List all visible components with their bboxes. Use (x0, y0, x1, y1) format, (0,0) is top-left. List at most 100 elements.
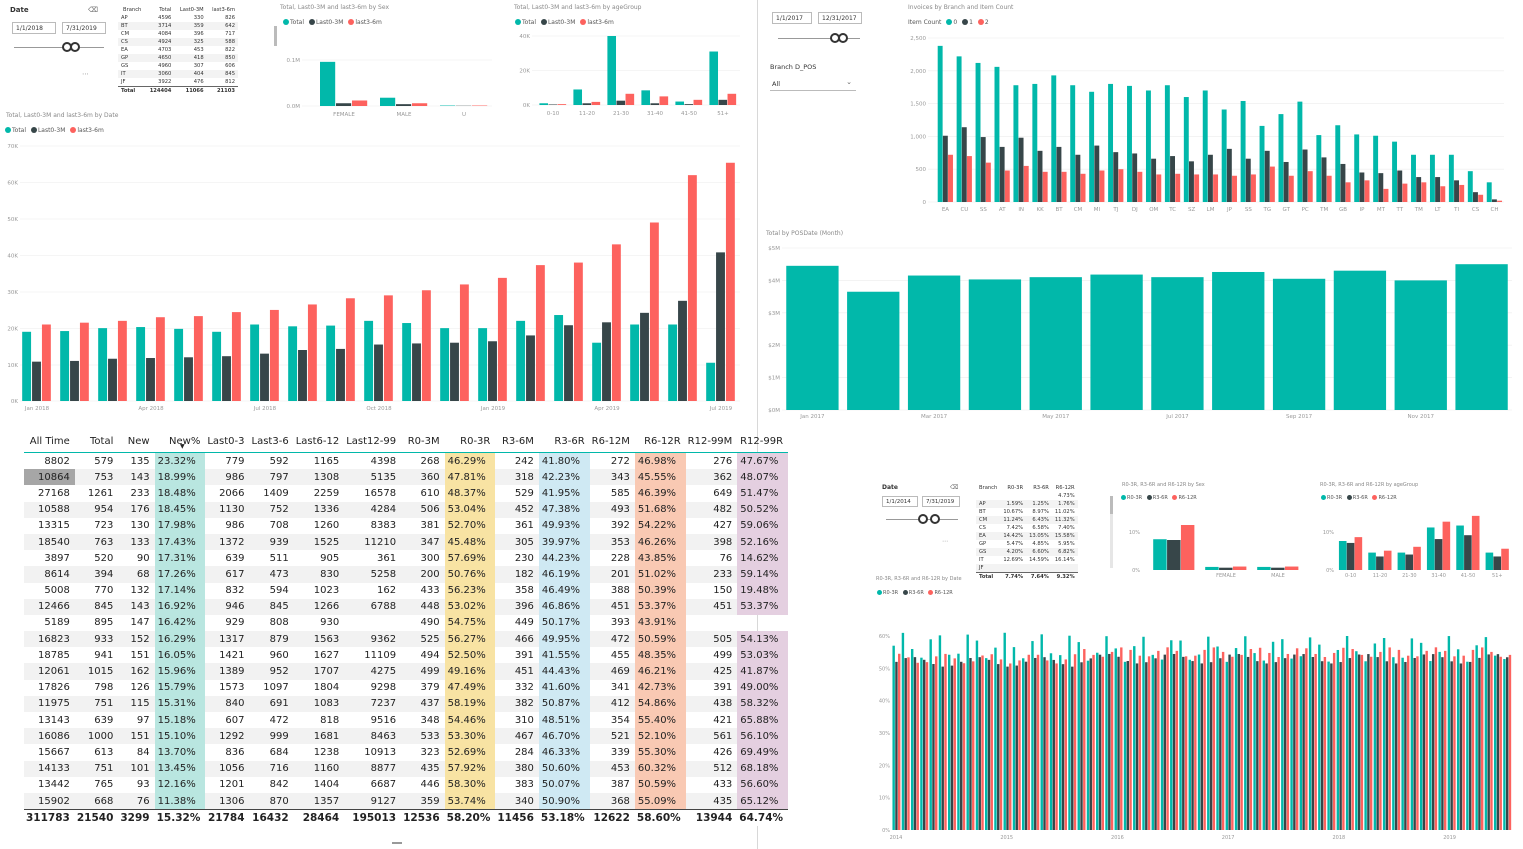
table-row[interactable]: 16086 1000 151 15.10% 1292 999 1681 8463 533 53.3… (24, 728, 789, 745)
column-header[interactable]: Last0-3M (179, 7, 204, 13)
column-header[interactable]: R3-6M (495, 430, 539, 453)
column-header[interactable]: R0-3M (401, 430, 445, 453)
table-row[interactable]: AP 1.59% 1.25% 1.76% (976, 500, 1078, 508)
table-row[interactable]: EA 4703 453 822 (118, 46, 238, 54)
table-row[interactable]: GS 4960 307 606 (118, 62, 238, 70)
column-header[interactable]: New% ▼ (155, 430, 206, 453)
table-row[interactable]: 15667 613 84 13.70% 836 684 1238 10913 323 52.69%… (24, 744, 789, 761)
start-date-input[interactable]: 1/1/2018 (12, 22, 56, 34)
end-date-input[interactable]: 7/31/2019 (62, 22, 106, 34)
column-header[interactable]: Last12-99 (344, 430, 401, 453)
column-header[interactable]: Branch (123, 7, 142, 13)
column-header[interactable]: Total (159, 7, 172, 13)
table-row[interactable]: 18785 941 151 16.05% 1421 960 1627 11109 494 52.5… (24, 647, 789, 664)
table-row[interactable]: 13442 765 93 12.16% 1201 842 1404 6687 446 58.30%… (24, 776, 789, 793)
table-row[interactable]: BT 10.67% 8.97% 11.02% (976, 508, 1078, 516)
slider-handle-end[interactable] (838, 33, 848, 43)
table-row[interactable]: EA 14.42% 13.05% 15.58% (976, 532, 1078, 540)
table-row[interactable]: 5008 770 132 17.14% 832 594 1023 162 433 56.23% 35… (24, 582, 789, 599)
column-header[interactable]: R12-99R (737, 430, 788, 453)
table-row[interactable]: GP 4650 418 850 (118, 54, 238, 62)
table-row[interactable]: 18540 763 133 17.43% 1372 939 1525 11210 347 45.4… (24, 533, 789, 551)
table-row[interactable]: 5189 895 147 16.42% 929 808 930 490 54.75% 449 50.… (24, 614, 788, 632)
column-header[interactable]: last3-6m (212, 7, 235, 13)
table-row[interactable]: 10864 753 143 18.99% 986 797 1308 5135 360 47.81%… (24, 469, 789, 486)
table-row[interactable]: 14133 751 101 13.45% 1056 716 1160 8877 435 57.92… (24, 760, 789, 777)
table-row[interactable]: CS 4924 325 588 (118, 38, 238, 46)
table-row[interactable]: 8802 579 135 23.32% 779 592 1165 4398 268 46.29% 2… (24, 452, 789, 470)
column-header-label: New (127, 435, 150, 447)
column-header[interactable]: R6-12R (635, 430, 686, 453)
bar (421, 290, 431, 401)
table-row[interactable]: 10588 954 176 18.45% 1130 752 1336 4284 506 53.04… (24, 501, 789, 518)
date-slider-track[interactable] (14, 47, 104, 48)
table-row[interactable]: 13315 723 130 17.98% 986 708 1260 8383 381 52.70%… (24, 517, 789, 534)
column-header[interactable]: R3-6R (1033, 485, 1049, 491)
column-header[interactable]: New (118, 430, 154, 453)
table-row[interactable]: JF (976, 564, 1078, 573)
column-header[interactable]: All Time (24, 430, 75, 453)
table-row[interactable]: CM 4084 396 717 (118, 30, 238, 38)
column-header[interactable]: R6-12M (590, 430, 635, 453)
start-date-input[interactable]: 1/1/2017 (772, 12, 812, 24)
table-cell: 1563 (293, 631, 345, 648)
start-date-input[interactable]: 1/1/2014 (882, 496, 918, 507)
table-row[interactable]: 17826 798 126 15.79% 1573 1097 1804 9298 379 47.4… (24, 679, 789, 696)
column-header[interactable]: Branch (979, 485, 998, 491)
bar (222, 356, 231, 401)
column-header[interactable]: R6-12R (1055, 485, 1075, 491)
table-row[interactable]: JF 3922 476 812 (118, 78, 238, 87)
column-header[interactable]: R3-6R (539, 430, 590, 453)
y-tick-label: 0% (882, 828, 890, 834)
bar (1327, 661, 1330, 830)
table-cell: 59.14% (737, 566, 789, 583)
bar (1064, 659, 1067, 830)
column-header[interactable]: Last3-6 (250, 430, 294, 453)
bar (1183, 97, 1189, 202)
column-header[interactable]: R0-3R (1007, 485, 1024, 491)
table-row[interactable]: CM 11.24% 6.43% 11.32% (976, 516, 1078, 524)
table-row[interactable]: GP 5.47% 4.85% 5.95% (976, 540, 1078, 548)
table-row[interactable]: AP 4596 330 826 (118, 14, 238, 22)
table-cell: 1130 (205, 501, 250, 518)
table-row[interactable]: 15902 668 76 11.38% 1306 870 1357 9127 359 53.74%… (24, 792, 789, 810)
eraser-icon[interactable]: ⌫ (88, 6, 98, 14)
date-slider-track[interactable] (778, 38, 860, 39)
bar (1448, 154, 1454, 202)
branch-dropdown[interactable]: All ⌄ (770, 78, 856, 91)
table-row[interactable]: 3897 520 90 17.31% 639 511 905 361 300 57.69% 230 4… (24, 550, 789, 567)
column-header[interactable]: Last0-3 (205, 430, 249, 453)
table-row[interactable]: 13143 639 97 15.18% 607 472 818 9516 348 54.46% 31… (24, 712, 789, 729)
slider-handle-start[interactable] (918, 514, 928, 524)
table-row[interactable]: 12466 845 143 16.92% 946 845 1266 6788 448 53.02%… (24, 598, 789, 615)
table-row[interactable]: 4.73% (976, 492, 1078, 500)
table-row[interactable]: IT 3060 404 845 (118, 70, 238, 78)
table-row[interactable]: BT 3714 359 642 (118, 22, 238, 30)
slider-handle-end[interactable] (930, 514, 940, 524)
bar (60, 331, 70, 401)
table-row[interactable]: GS 4.20% 6.60% 6.82% (976, 548, 1078, 556)
bar (786, 265, 839, 410)
scrollbar[interactable] (1110, 496, 1113, 568)
column-header[interactable]: R12-99M (686, 430, 738, 453)
eraser-icon[interactable]: ⌫ (950, 484, 959, 491)
scrollbar[interactable] (274, 26, 277, 46)
resize-handle[interactable] (392, 842, 402, 844)
table-row[interactable]: 27168 1261 233 18.48% 2066 1409 2259 16578 610 48… (24, 485, 789, 502)
more-options-icon[interactable]: ⋯ (82, 70, 89, 78)
slider-handle-end[interactable] (70, 42, 80, 52)
table-row[interactable]: 16823 933 152 16.29% 1317 879 1563 9362 525 56.27… (24, 631, 789, 648)
column-header[interactable]: R0-3R (445, 430, 496, 453)
table-row[interactable]: IT 12.69% 14.59% 16.14% (976, 556, 1078, 564)
table-row[interactable]: CS 7.42% 6.58% 7.40% (976, 524, 1078, 532)
column-header[interactable]: Last6-12 (294, 430, 345, 453)
table-cell: 53.18% (538, 809, 590, 827)
table-row[interactable]: 12061 1015 162 15.96% 1389 952 1707 4275 499 49.1… (24, 663, 789, 680)
x-tick-label: CS (1472, 207, 1480, 213)
column-header[interactable]: Total (75, 430, 119, 453)
end-date-input[interactable]: 12/31/2017 (818, 12, 862, 24)
table-row[interactable]: 11975 751 115 15.31% 840 691 1083 7237 437 58.19%… (24, 695, 789, 712)
end-date-input[interactable]: 7/31/2019 (922, 496, 960, 507)
more-options-icon[interactable]: ⋯ (942, 538, 948, 545)
table-row[interactable]: 8614 394 68 17.26% 617 473 830 5258 200 50.76% 182… (24, 566, 789, 583)
